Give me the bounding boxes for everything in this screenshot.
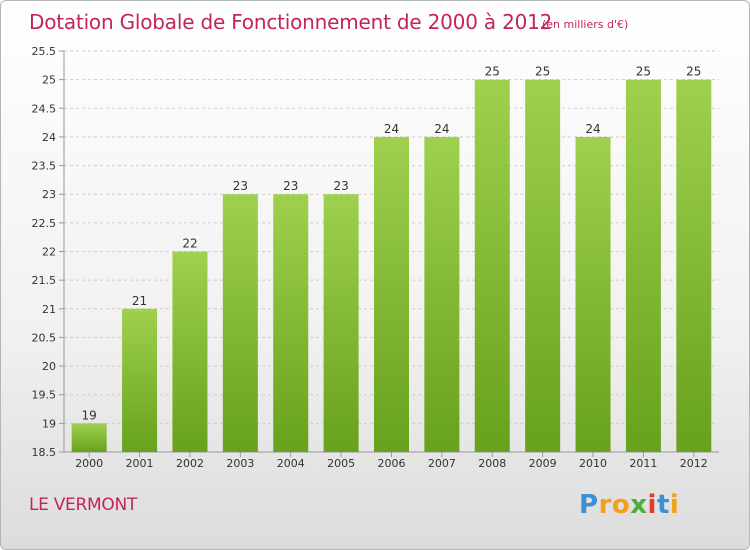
y-tick-label: 19.5 bbox=[32, 389, 57, 402]
y-axis: 18.5 19 19.5 20 20.5 21 21.5 22 22.5 23 23.5 24 24.5… bbox=[32, 45, 719, 459]
commune-name: LE VERMONT bbox=[29, 495, 137, 515]
y-tick-label: 25 bbox=[42, 74, 56, 87]
bar bbox=[676, 79, 712, 453]
x-tick-label: 2007 bbox=[428, 457, 456, 470]
y-tick-label: 19 bbox=[42, 417, 56, 430]
bar bbox=[575, 136, 611, 452]
data-label: 24 bbox=[384, 122, 399, 136]
y-tick-label: 22.5 bbox=[32, 217, 57, 230]
unit-note: (en milliers d'€) bbox=[542, 18, 629, 31]
x-tick-label: 2010 bbox=[579, 457, 607, 470]
bar bbox=[424, 136, 460, 452]
data-label: 23 bbox=[333, 179, 348, 193]
y-tick-label: 18.5 bbox=[32, 446, 57, 459]
x-tick-label: 2011 bbox=[629, 457, 657, 470]
chart-title: Dotation Globale de Fonctionnement de 20… bbox=[29, 10, 553, 34]
x-tick-label: 2001 bbox=[126, 457, 154, 470]
logo-letter: x bbox=[630, 490, 648, 520]
bar bbox=[474, 79, 510, 453]
x-tick-label: 2004 bbox=[277, 457, 305, 470]
logo-letter: i bbox=[647, 490, 657, 520]
x-tick-label: 2006 bbox=[378, 457, 406, 470]
data-label: 25 bbox=[485, 65, 500, 79]
proxiti-logo: Proxiti bbox=[579, 490, 679, 520]
bar bbox=[374, 136, 409, 452]
bar bbox=[172, 251, 208, 452]
data-label: 24 bbox=[434, 122, 449, 136]
y-tick-label: 25.5 bbox=[32, 45, 57, 58]
bar bbox=[525, 79, 561, 453]
data-label: 23 bbox=[233, 179, 248, 193]
x-axis: 2000 2001 2002 2003 2004 2005 2006 2007 2008 2009… bbox=[75, 452, 708, 470]
x-tick-label: 2009 bbox=[529, 457, 557, 470]
data-label: 25 bbox=[686, 65, 701, 79]
bar bbox=[222, 194, 258, 452]
bar bbox=[625, 79, 661, 453]
logo-letter: i bbox=[669, 490, 680, 520]
logo-letter: o bbox=[611, 490, 631, 520]
x-tick-label: 2008 bbox=[478, 457, 506, 470]
bar bbox=[273, 194, 309, 452]
y-tick-label: 23.5 bbox=[32, 160, 57, 173]
bar bbox=[323, 194, 359, 452]
y-tick-label: 20 bbox=[42, 360, 56, 373]
y-tick-label: 24 bbox=[42, 131, 56, 144]
logo-letter: P bbox=[579, 490, 599, 520]
data-label: 25 bbox=[636, 65, 651, 79]
bar bbox=[71, 423, 107, 452]
logo-letter: r bbox=[598, 490, 612, 520]
y-tick-label: 24.5 bbox=[32, 102, 57, 115]
x-tick-label: 2000 bbox=[75, 457, 103, 470]
data-label: 19 bbox=[82, 408, 97, 422]
bar bbox=[122, 308, 158, 452]
x-tick-label: 2005 bbox=[327, 457, 355, 470]
data-label: 21 bbox=[132, 294, 147, 308]
data-label: 22 bbox=[182, 237, 197, 251]
y-tick-label: 20.5 bbox=[32, 331, 57, 344]
y-tick-label: 21 bbox=[42, 303, 56, 316]
y-tick-label: 22 bbox=[42, 246, 56, 259]
logo-letter: t bbox=[656, 490, 670, 520]
y-tick-label: 23 bbox=[42, 188, 56, 201]
bars: 19 21 22 23 23 23 24 24 25 25 24 25 25 bbox=[71, 65, 712, 453]
x-tick-label: 2002 bbox=[176, 457, 204, 470]
x-tick-label: 2003 bbox=[226, 457, 254, 470]
data-label: 25 bbox=[535, 65, 550, 79]
x-tick-label: 2012 bbox=[680, 457, 708, 470]
data-label: 24 bbox=[585, 122, 600, 136]
data-label: 23 bbox=[283, 179, 298, 193]
y-tick-label: 21.5 bbox=[32, 274, 57, 287]
